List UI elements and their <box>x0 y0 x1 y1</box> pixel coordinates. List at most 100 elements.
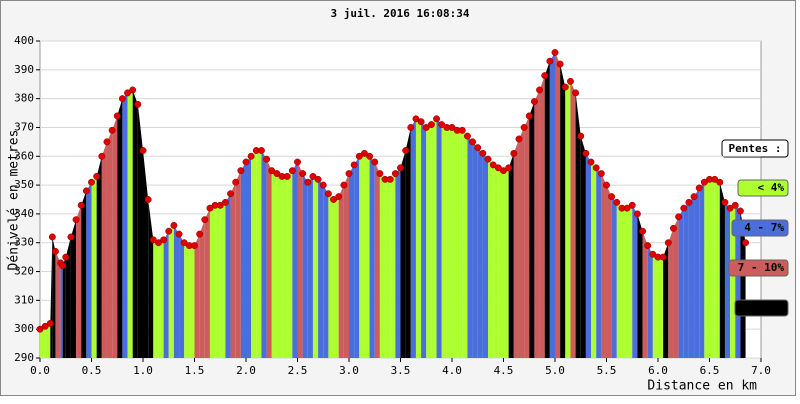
x-tick-label: 4.5 <box>494 364 514 377</box>
profile-point <box>288 167 296 175</box>
legend-label: < 4% <box>758 181 785 194</box>
profile-point <box>335 193 343 201</box>
slope-segment <box>45 323 51 358</box>
slope-segment <box>575 92 581 358</box>
slope-segment <box>730 205 736 358</box>
slope-segment <box>199 219 205 358</box>
slope-segment <box>101 141 107 358</box>
profile-point <box>530 98 538 105</box>
slope-segment <box>652 254 658 358</box>
slope-segment <box>446 127 452 358</box>
profile-point <box>685 198 693 206</box>
profile-point <box>397 164 404 172</box>
slope-segment <box>601 173 607 358</box>
profile-point <box>263 155 271 163</box>
profile-point <box>134 100 142 108</box>
profile-point <box>242 158 250 166</box>
profile-point <box>62 253 70 261</box>
slope-segment <box>137 104 143 359</box>
slope-segment <box>606 185 612 358</box>
profile-point <box>175 230 183 238</box>
slope-segment <box>431 118 437 359</box>
profile-point <box>551 49 559 56</box>
slope-segment <box>585 153 592 358</box>
profile-point <box>525 112 533 120</box>
x-tick-label: 5.5 <box>597 364 617 377</box>
legend-swatch <box>731 219 789 237</box>
slope-segment <box>611 196 617 358</box>
profile-point <box>597 170 605 178</box>
profile-point <box>366 152 374 160</box>
slope-segment <box>735 205 741 358</box>
slope-segment <box>616 202 622 358</box>
slope-segment <box>230 182 236 358</box>
y-axis-label: Dénivelé en metres <box>7 130 22 271</box>
slope-segment <box>122 92 128 358</box>
slope-segment <box>663 242 669 358</box>
profile-point <box>474 144 482 152</box>
profile-point <box>41 322 49 330</box>
slope-segment <box>513 138 519 358</box>
x-tick-label: 3.0 <box>339 364 359 377</box>
slope-segment <box>86 182 92 358</box>
slope-segment <box>426 124 432 358</box>
slope-segment <box>163 231 169 358</box>
slope-segment <box>658 257 664 358</box>
slope-segment <box>153 239 159 358</box>
y-tick-label: 340 <box>14 207 34 220</box>
profile-point <box>391 170 399 178</box>
profile-point <box>505 164 513 172</box>
slope-segment <box>529 101 535 358</box>
slope-segment <box>261 150 267 358</box>
profile-point <box>412 115 420 123</box>
slope-segment <box>637 213 643 358</box>
slope-segment <box>70 219 77 358</box>
slope-segment <box>740 211 746 358</box>
slope-segment <box>117 98 123 359</box>
slope-segment <box>400 150 406 358</box>
profile-point <box>500 167 507 175</box>
y-tick-label: 380 <box>14 92 34 105</box>
profile-point <box>479 149 487 157</box>
profile-point <box>417 118 425 126</box>
profile-point <box>484 155 492 163</box>
profile-point <box>82 187 90 195</box>
slope-segment <box>91 176 97 358</box>
profile-point <box>294 158 301 166</box>
slope-segment <box>539 75 545 358</box>
slope-segment <box>415 118 422 359</box>
slope-segment <box>127 89 133 358</box>
slope-segment <box>688 196 695 358</box>
profile-point <box>670 224 677 232</box>
slope-segment <box>549 52 555 358</box>
profile-point <box>659 253 667 261</box>
profile-point <box>273 170 281 178</box>
slope-segment <box>220 202 226 358</box>
profile-point <box>165 227 173 235</box>
profile-point <box>582 149 590 157</box>
profile-point <box>386 175 394 183</box>
profile-point <box>469 138 477 146</box>
y-tick-label: 300 <box>14 322 34 335</box>
profile-point <box>690 193 698 201</box>
y-tick-label: 350 <box>14 178 34 191</box>
profile-point <box>536 86 543 94</box>
profile-point <box>221 198 229 206</box>
slope-segment <box>76 205 82 358</box>
profile-point <box>345 170 353 178</box>
slope-segment <box>112 115 118 358</box>
profile-point <box>155 239 162 247</box>
profile-point <box>567 77 574 85</box>
slope-segment <box>493 164 499 358</box>
slope-segment <box>179 234 185 358</box>
slope-segment <box>173 225 180 358</box>
slope-segment <box>287 170 293 358</box>
profile-point <box>113 112 121 120</box>
profile-point <box>149 236 157 244</box>
slope-segment <box>642 231 648 358</box>
profile-point <box>324 190 332 198</box>
slope-segment <box>60 262 63 358</box>
slope-segment <box>565 81 571 358</box>
profile-point <box>376 170 384 178</box>
slope-segment <box>704 179 710 358</box>
